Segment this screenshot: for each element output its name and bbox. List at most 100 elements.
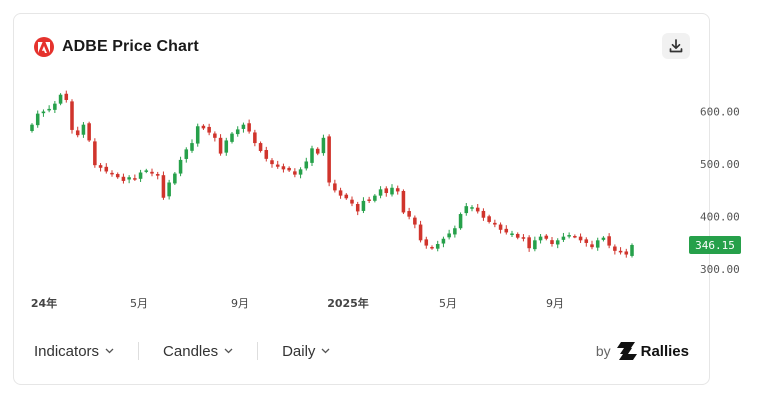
candle-body — [258, 143, 263, 151]
candle-body — [275, 164, 280, 167]
candle-body — [493, 222, 497, 225]
candle-body — [487, 216, 491, 222]
chart-title: ADBE Price Chart — [62, 38, 199, 55]
candle-body — [315, 148, 320, 154]
by-label: by — [595, 343, 611, 359]
candle-body — [64, 93, 69, 100]
interval-label: Daily — [282, 342, 316, 360]
candle-body — [224, 140, 229, 153]
candle-body — [510, 233, 514, 235]
candle-body — [173, 173, 177, 184]
candle-body — [418, 224, 423, 241]
candle-body — [333, 183, 337, 191]
candle-body — [475, 207, 480, 212]
chart-type-label: Candles — [163, 342, 219, 360]
candle-body — [287, 167, 291, 171]
candle-body — [521, 237, 526, 239]
candle-body — [373, 195, 377, 201]
candle-body — [293, 171, 297, 175]
candle-body — [247, 123, 251, 132]
candle-body — [321, 137, 326, 154]
candle-body — [178, 159, 183, 174]
divider — [257, 342, 259, 360]
brand-attribution[interactable]: by Rallies — [596, 340, 689, 362]
candle-body — [435, 244, 440, 249]
candle-body — [167, 182, 171, 197]
candle-body — [121, 176, 126, 181]
candle-body — [35, 113, 40, 126]
candle-body — [441, 238, 446, 244]
candle-body — [155, 174, 160, 176]
candle-body — [498, 224, 503, 230]
candle-body — [578, 236, 583, 241]
candle-body — [98, 165, 103, 168]
last-price-badge — [689, 235, 741, 254]
chevron-down-icon — [224, 348, 233, 354]
candle-body — [355, 203, 360, 212]
candle-body — [584, 239, 589, 243]
y-tick-label: 300.00 — [700, 263, 740, 276]
candle-body — [93, 141, 97, 166]
candle-body — [590, 244, 594, 248]
interval-dropdown[interactable]: Daily — [282, 343, 330, 360]
candle-body — [281, 166, 286, 170]
candle-body — [190, 143, 194, 151]
candle-body — [218, 137, 223, 154]
candle-body — [458, 214, 463, 229]
candle-body — [413, 217, 417, 225]
candle-body — [195, 126, 200, 144]
candle-body — [110, 172, 114, 175]
divider — [138, 342, 140, 360]
candle-body — [555, 240, 560, 245]
chevron-down-icon — [321, 348, 330, 354]
candle-body — [253, 132, 257, 144]
download-button[interactable] — [662, 33, 690, 59]
x-tick-label: 5月 — [130, 297, 148, 310]
last-price-label: 346.15 — [695, 239, 735, 252]
chart-type-dropdown[interactable]: Candles — [163, 343, 233, 360]
candle-body — [264, 150, 269, 159]
candle-body — [361, 200, 366, 211]
candle-body — [550, 240, 554, 244]
candle-body — [344, 194, 349, 199]
candle-body — [613, 246, 617, 251]
candle-body — [310, 148, 314, 163]
candle-body — [607, 236, 611, 246]
candle-body — [533, 240, 537, 250]
candle-body — [207, 126, 211, 133]
candle-body — [184, 149, 189, 159]
candle-body — [395, 188, 400, 192]
indicators-dropdown[interactable]: Indicators — [34, 343, 114, 360]
y-tick-label: 600.00 — [700, 106, 740, 119]
candle-body — [595, 240, 600, 248]
candle-body — [447, 233, 451, 238]
candle-body — [150, 171, 154, 174]
candle-body — [407, 211, 411, 217]
candle-body — [161, 175, 166, 198]
candle-body — [561, 236, 566, 240]
price-chart-card: ADBE Price Chart Indicators Candles Dail… — [13, 13, 710, 385]
candle-body — [30, 124, 34, 131]
candle-body — [630, 244, 634, 256]
candle-body — [401, 190, 406, 213]
candle-body — [367, 199, 371, 201]
candle-body — [515, 233, 520, 238]
candle-body — [504, 228, 509, 233]
candle-body — [270, 160, 274, 165]
candle-body — [601, 237, 606, 240]
candle-body — [230, 133, 234, 142]
chart-header: ADBE Price Chart — [34, 36, 199, 58]
candle-body — [47, 108, 51, 111]
candle-body — [453, 228, 457, 235]
x-tick-label: 5月 — [439, 297, 457, 310]
candle-body — [127, 177, 131, 180]
candle-body — [213, 133, 217, 138]
candle-body — [201, 125, 206, 129]
candle-body — [115, 174, 120, 178]
candle-body — [327, 136, 331, 183]
candle-body — [41, 111, 46, 114]
y-tick-label: 500.00 — [700, 158, 740, 171]
x-tick-label: 24年 — [31, 296, 57, 310]
rallies-logo-icon — [616, 342, 637, 360]
